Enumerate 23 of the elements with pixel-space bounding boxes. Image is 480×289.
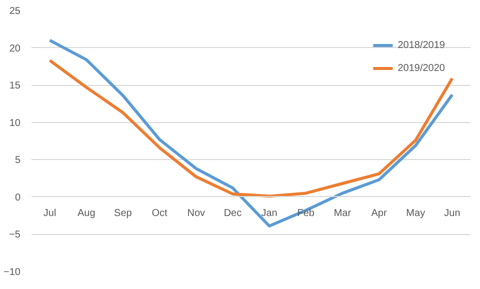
x-tick-label: Feb	[297, 208, 315, 219]
legend-label: 2019/2020	[398, 62, 445, 74]
y-tick-label: 0	[14, 192, 21, 204]
x-tick-label: Mar	[334, 208, 352, 219]
x-tick-label: Jun	[444, 208, 460, 219]
x-tick-label: Sep	[114, 208, 132, 219]
x-tick-label: Apr	[371, 208, 388, 219]
x-tick-label: Nov	[187, 208, 206, 219]
y-tick-label: 5	[14, 155, 21, 166]
x-tick-label: Jul	[43, 208, 56, 219]
y-tick-label: −10	[4, 267, 21, 278]
line-series	[48, 58, 454, 198]
y-tick-label: 15	[9, 80, 21, 92]
x-tick-label: May	[406, 208, 426, 219]
legend-label: 2018/2019	[398, 40, 445, 50]
y-tick-label: −5	[9, 230, 21, 241]
x-tick-label: Dec	[224, 208, 242, 219]
y-tick-label: 10	[9, 118, 21, 129]
y-tick-label: 25	[9, 6, 21, 17]
x-tick-label: Jan	[261, 208, 278, 219]
x-tick-label: Aug	[77, 208, 96, 219]
y-tick-label: 20	[9, 43, 21, 54]
x-tick-label: Oct	[152, 208, 168, 219]
